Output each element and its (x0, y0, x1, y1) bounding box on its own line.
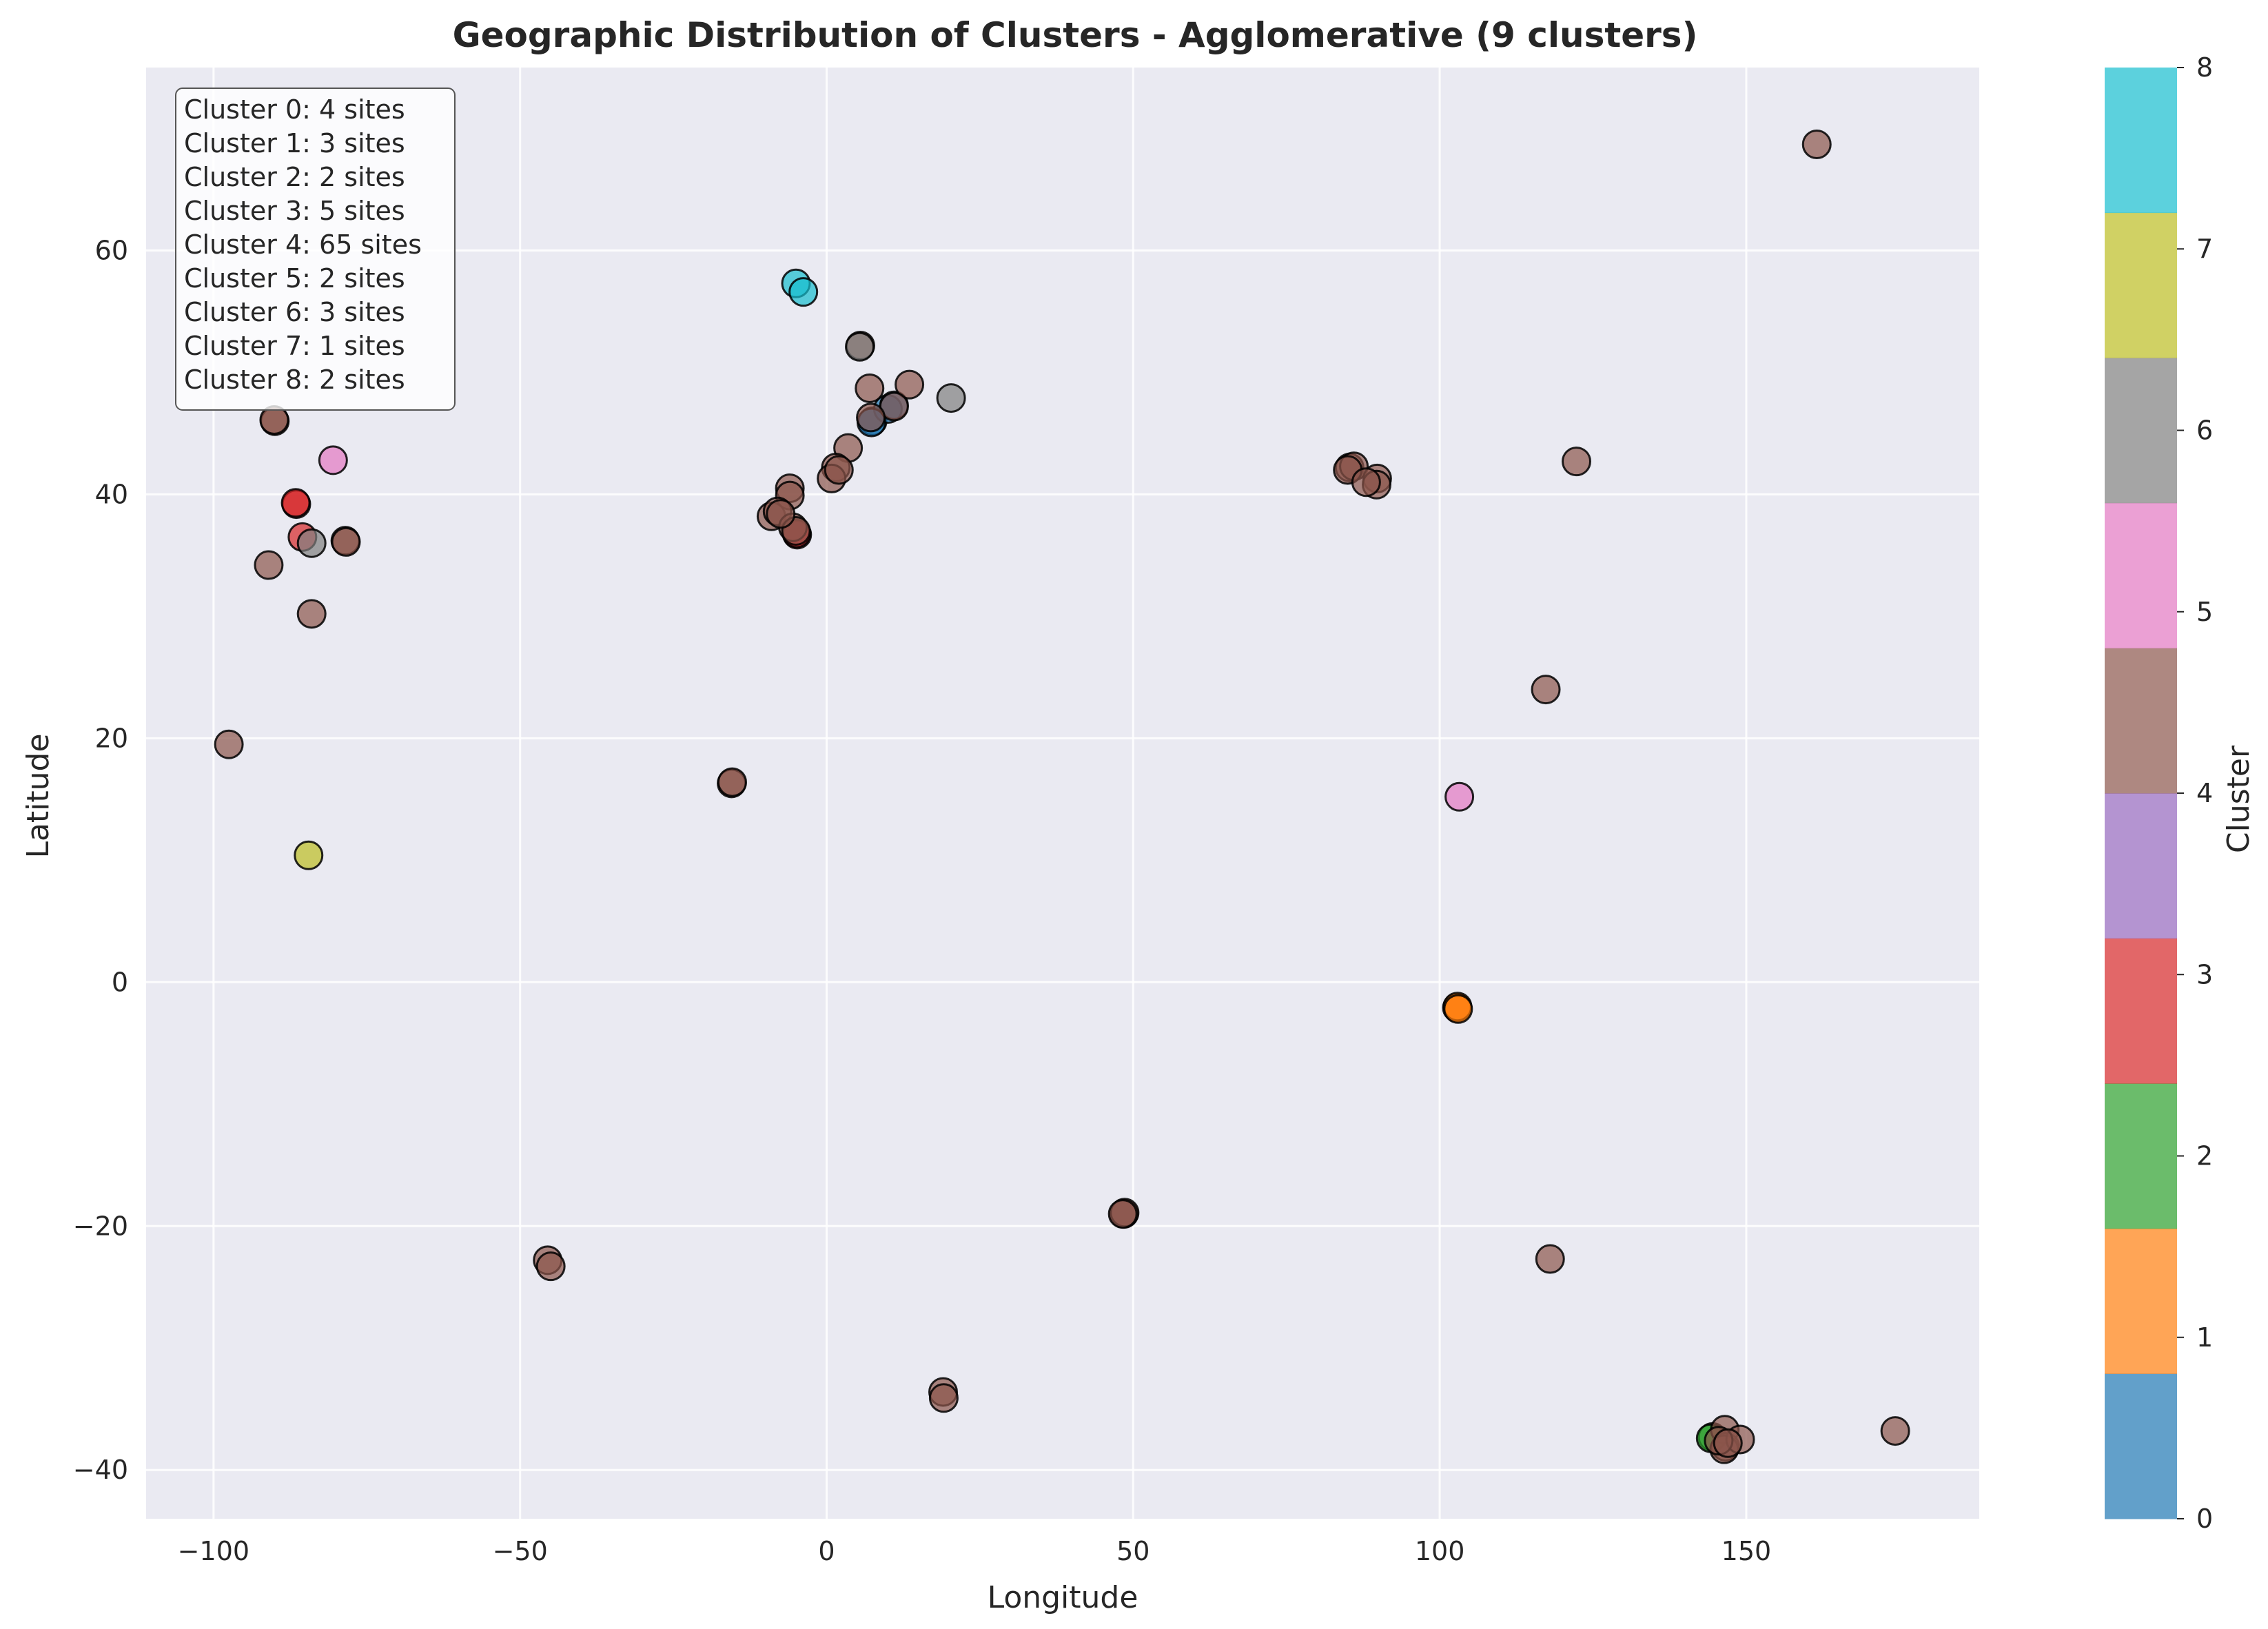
legend-entry: Cluster 2: 2 sites (184, 162, 405, 192)
cluster-4-point (1107, 1199, 1138, 1229)
colorbar-segment (2105, 938, 2177, 1084)
x-tick-label: −50 (493, 1536, 548, 1566)
colorbar-tick-label: 6 (2196, 416, 2213, 446)
cluster-4-point (856, 402, 886, 433)
cluster-4-point (717, 767, 747, 797)
cluster-4-point (296, 599, 327, 629)
colorbar-segment (2105, 1228, 2177, 1374)
cluster-6-point (936, 383, 966, 413)
cluster-4-point (895, 369, 925, 400)
colorbar-tick-label: 7 (2196, 234, 2213, 264)
colorbar-tick-label: 4 (2196, 778, 2213, 808)
colorbar-tick-label: 3 (2196, 959, 2213, 990)
colorbar-segment (2105, 648, 2177, 794)
cluster-4-point (824, 455, 854, 485)
cluster-4-point (1713, 1428, 1743, 1458)
x-tick-label: 0 (818, 1536, 835, 1566)
colorbar-tick-label: 8 (2196, 52, 2213, 83)
colorbar-tick-label: 0 (2196, 1504, 2213, 1534)
colorbar-segment (2105, 793, 2177, 939)
colorbar-segment (2105, 1083, 2177, 1229)
cluster-4-point (214, 729, 244, 759)
legend-entry: Cluster 5: 2 sites (184, 263, 405, 294)
cluster-4-point (1880, 1416, 1910, 1446)
cluster-1-point (1443, 994, 1473, 1024)
y-tick-label: 40 (95, 479, 128, 509)
legend-entry: Cluster 0: 4 sites (184, 94, 405, 125)
cluster-3-point (280, 488, 311, 518)
cluster-5-point (1444, 781, 1475, 812)
legend-entry: Cluster 8: 2 sites (184, 365, 405, 395)
x-axis-label: Longitude (988, 1580, 1138, 1615)
grid (146, 68, 1979, 1519)
cluster-5-point (318, 445, 348, 475)
y-tick-label: 20 (95, 723, 128, 753)
colorbar-label: Cluster (2221, 745, 2256, 853)
y-axis-label: Latitude (21, 733, 56, 858)
cluster-4-point (1801, 129, 1832, 159)
chart-title: Geographic Distribution of Clusters - Ag… (453, 15, 1698, 55)
legend-entry: Cluster 7: 1 sites (184, 331, 405, 361)
y-tick-label: 60 (95, 235, 128, 265)
colorbar-segment (2105, 358, 2177, 504)
cluster-4-point (1562, 447, 1592, 477)
legend-entry: Cluster 1: 3 sites (184, 128, 405, 158)
colorbar-tick-label: 1 (2196, 1322, 2213, 1353)
y-tick-label: 0 (112, 967, 128, 997)
cluster-4-point (254, 550, 284, 580)
colorbar-tick-label: 5 (2196, 597, 2213, 627)
colorbar-tick-label: 2 (2196, 1141, 2213, 1171)
cluster-4-point (766, 499, 796, 529)
legend-entry: Cluster 6: 3 sites (184, 297, 405, 327)
cluster-4-point (1351, 467, 1381, 498)
colorbar-segment (2105, 502, 2177, 648)
x-tick-label: 100 (1415, 1536, 1465, 1566)
legend-entry: Cluster 3: 5 sites (184, 196, 405, 226)
cluster-4-point (331, 526, 361, 557)
x-tick-label: 150 (1722, 1536, 1772, 1566)
cluster-6-point (845, 331, 875, 362)
x-tick-label: 50 (1116, 1536, 1150, 1566)
data-points (214, 129, 1910, 1464)
colorbar-segment (2105, 212, 2177, 358)
colorbar-segment (2105, 1373, 2177, 1519)
legend-box (175, 88, 456, 411)
cluster-7-point (294, 840, 324, 870)
y-tick-label: −20 (73, 1211, 128, 1241)
x-tick-label: −100 (178, 1536, 249, 1566)
x-axis-ticks: −100 −50 0 50 100 150 (178, 1536, 1772, 1566)
cluster-4-point (1535, 1244, 1565, 1274)
cluster-8-point (788, 277, 819, 307)
colorbar: 0 1 2 3 4 5 6 7 8 (2105, 52, 2213, 1534)
y-axis-ticks: −40 −20 0 20 40 60 (73, 235, 128, 1485)
cluster-4-point (928, 1383, 959, 1413)
cluster-6-point (296, 528, 327, 558)
cluster-4-point (855, 373, 885, 403)
cluster-4-point (1531, 675, 1561, 705)
legend-entry: Cluster 4: 65 sites (184, 229, 422, 260)
y-tick-label: −40 (73, 1455, 128, 1485)
cluster-4-point (535, 1251, 566, 1282)
colorbar-segment (2105, 68, 2177, 214)
